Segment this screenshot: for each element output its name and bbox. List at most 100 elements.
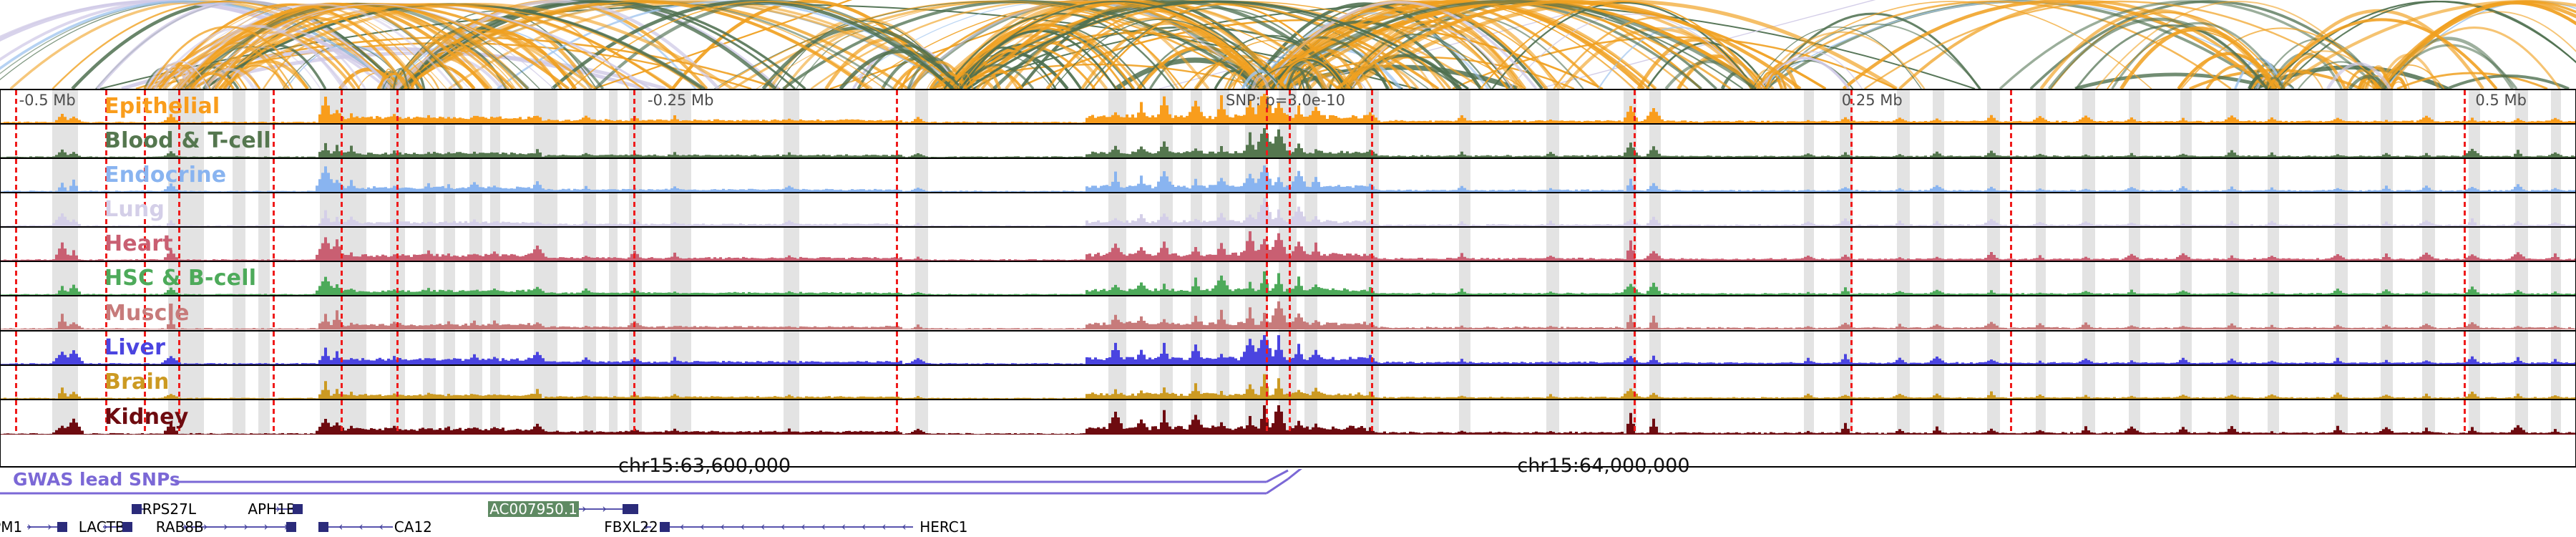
lead-snp-marker (1371, 296, 1374, 330)
loop-arc (190, 72, 235, 89)
lead-snp-marker (104, 159, 107, 193)
track-brain[interactable]: Brain (1, 365, 2575, 400)
highlight-region (670, 365, 691, 399)
gene-exon-block[interactable] (630, 504, 638, 514)
lead-snp-marker (1634, 262, 1636, 296)
gene-label[interactable]: PM1 (0, 518, 23, 536)
highlight-region (1216, 365, 1230, 399)
highlight-region (2226, 400, 2240, 435)
highlight-region (2551, 262, 2562, 296)
highlight-region (1896, 193, 1910, 227)
highlight-region (608, 159, 618, 193)
track-kidney[interactable]: Kidney (1, 400, 2575, 435)
gene-body[interactable] (659, 526, 914, 528)
highlight-region (2381, 228, 2393, 261)
loop-arc (2047, 17, 2268, 89)
lead-snp-marker (341, 296, 343, 330)
track-heart[interactable]: Heart (1, 228, 2575, 263)
gene-body[interactable] (275, 508, 303, 510)
highlight-region (608, 365, 618, 399)
gene-body[interactable] (561, 508, 633, 510)
highlight-region (915, 159, 928, 193)
gene-label[interactable]: FBXL22 (604, 518, 658, 536)
lead-snp-marker (143, 228, 146, 261)
highlight-region (1804, 296, 1815, 330)
gene-strand-arrows: › (275, 503, 286, 516)
highlight-region (1986, 296, 2000, 330)
gene-terminal-block (122, 522, 133, 532)
lead-snp-marker (396, 159, 399, 193)
lead-snp-marker (396, 365, 399, 399)
lead-snp-marker (143, 193, 146, 227)
track-lung[interactable]: Lung (1, 193, 2575, 228)
gene-label[interactable]: RAB8B (155, 518, 204, 536)
loop-arc (1241, 69, 1282, 89)
lead-snp-marker (633, 296, 635, 330)
highlight-region (629, 228, 643, 261)
lead-snp-marker (341, 125, 343, 158)
track-blood-t-cell[interactable]: Blood & T-cell (1, 125, 2575, 160)
highlight-region (915, 296, 928, 330)
gene-body[interactable] (644, 526, 652, 528)
highlight-region (233, 262, 245, 296)
gene-body[interactable] (182, 526, 296, 528)
highlight-region (915, 90, 928, 124)
gene-body[interactable] (103, 526, 133, 528)
highlight-region (258, 262, 270, 296)
highlight-region (784, 228, 799, 261)
highlight-region (784, 331, 799, 364)
track-hsc-b-cell[interactable]: HSC & B-cell (1, 262, 2575, 297)
highlight-region (670, 296, 691, 330)
lead-snp-marker (178, 262, 181, 296)
gene-label[interactable]: HERC1 (919, 518, 968, 536)
track-muscle[interactable]: Muscle (1, 296, 2575, 332)
highlight-region (608, 228, 618, 261)
loop-arc (2380, 0, 2576, 89)
lead-snp-marker (1850, 159, 1853, 193)
highlight-region (2268, 296, 2280, 330)
loop-arc (937, 77, 958, 89)
highlight-region (2381, 365, 2393, 399)
loop-arc (2264, 76, 2284, 89)
highlight-region (670, 159, 691, 193)
lead-snp-marker (14, 365, 17, 399)
lead-snp-marker (104, 90, 107, 124)
gene-body[interactable] (318, 526, 393, 528)
gene-row-lower: › › PM1› › LACTB› › › › › › RAB8B‹ ‹ ‹ ‹… (0, 519, 2576, 537)
loop-arc (1842, 0, 2270, 89)
gene-body[interactable] (26, 526, 67, 528)
gene-label[interactable]: LACTB (78, 518, 125, 536)
highlight-region (2180, 331, 2192, 364)
highlight-region (1986, 331, 2000, 364)
track-endocrine[interactable]: Endocrine (1, 159, 2575, 194)
gene-label[interactable]: APH1B (248, 500, 296, 518)
track-epithelial[interactable]: -0.5 Mb -0.25 Mb SNP: p=3.0e-10 0.25 Mb 0.5 … (1, 90, 2575, 125)
highlight-region (1840, 125, 1853, 158)
highlight-region (2514, 365, 2528, 399)
highlight-region (2180, 262, 2192, 296)
highlight-region (444, 400, 456, 435)
track-liver[interactable]: Liver (1, 331, 2575, 366)
highlight-region (2082, 262, 2095, 296)
lead-snp-marker (1634, 159, 1636, 193)
lead-snp-marker (633, 400, 635, 435)
highlight-region (582, 365, 596, 399)
gene-label[interactable]: CA12 (394, 518, 432, 536)
gene-label[interactable]: AC007950.1 (488, 500, 579, 518)
signal-wiggle (1, 165, 2575, 193)
gene-label[interactable]: RPS27L (142, 500, 196, 518)
loop-arc (1480, 0, 1766, 89)
lead-snp-marker (14, 400, 17, 435)
highlight-region (168, 296, 205, 330)
highlight-region (2036, 159, 2046, 193)
highlight-region (444, 365, 456, 399)
highlight-region (1546, 296, 1559, 330)
highlight-region (1896, 90, 1910, 124)
loop-arc (2283, 69, 2323, 89)
highlight-region (2468, 296, 2480, 330)
highlight-region (629, 262, 643, 296)
lead-snp-marker (143, 365, 146, 399)
highlight-region (2381, 331, 2393, 364)
lead-snp-marker (14, 159, 17, 193)
highlight-region (2468, 228, 2480, 261)
